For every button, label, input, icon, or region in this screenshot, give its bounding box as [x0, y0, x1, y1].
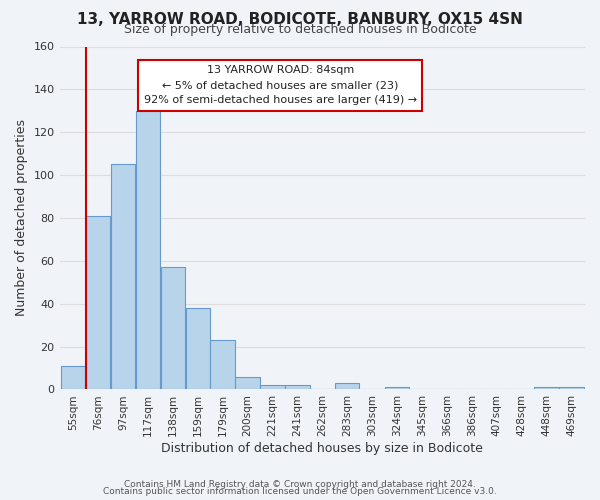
X-axis label: Distribution of detached houses by size in Bodicote: Distribution of detached houses by size … — [161, 442, 483, 455]
Bar — [161, 268, 185, 390]
Bar — [260, 385, 284, 390]
Text: Size of property relative to detached houses in Bodicote: Size of property relative to detached ho… — [124, 22, 476, 36]
Bar — [185, 308, 210, 390]
Bar — [335, 383, 359, 390]
Text: Contains public sector information licensed under the Open Government Licence v3: Contains public sector information licen… — [103, 487, 497, 496]
Y-axis label: Number of detached properties: Number of detached properties — [15, 120, 28, 316]
Bar — [235, 376, 260, 390]
Bar — [559, 388, 584, 390]
Text: 13 YARROW ROAD: 84sqm
← 5% of detached houses are smaller (23)
92% of semi-detac: 13 YARROW ROAD: 84sqm ← 5% of detached h… — [143, 66, 417, 105]
Bar — [285, 385, 310, 390]
Bar — [136, 111, 160, 390]
Text: Contains HM Land Registry data © Crown copyright and database right 2024.: Contains HM Land Registry data © Crown c… — [124, 480, 476, 489]
Bar — [534, 388, 559, 390]
Bar — [385, 388, 409, 390]
Bar — [111, 164, 135, 390]
Bar — [86, 216, 110, 390]
Bar — [61, 366, 85, 390]
Bar — [211, 340, 235, 390]
Text: 13, YARROW ROAD, BODICOTE, BANBURY, OX15 4SN: 13, YARROW ROAD, BODICOTE, BANBURY, OX15… — [77, 12, 523, 28]
